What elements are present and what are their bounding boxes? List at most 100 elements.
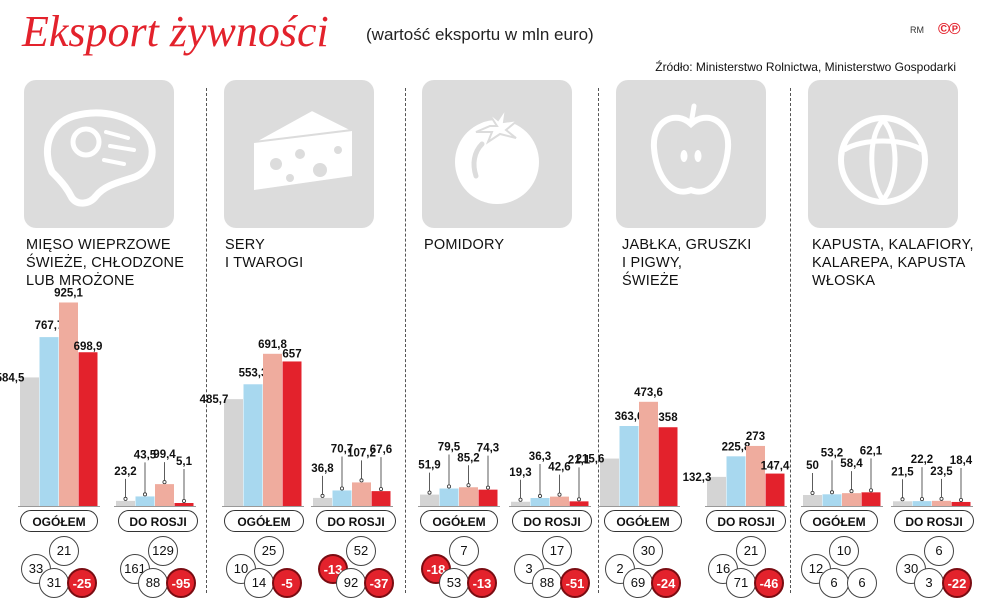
data-label: 5,1 [176,456,193,468]
bar [174,503,194,506]
group-label: OGÓŁEM [604,510,682,532]
data-label: 74,3 [477,443,499,455]
data-label: 36,3 [529,451,551,463]
change-percent-badge: 92 [336,568,366,598]
change-percent-badge: -25 [67,568,97,598]
label-dot [849,489,854,494]
data-label: 22,2 [911,454,933,466]
change-percent-badge: -46 [754,568,784,598]
change-percent-badge: 6 [819,568,849,598]
data-label: 691,8 [258,339,287,351]
bar [511,501,530,506]
bar [78,352,98,506]
group-label: DO ROSJI [706,510,786,532]
panel-separator [790,88,791,593]
change-percent-badge: 10 [829,536,859,566]
data-label: 107,2 [347,447,376,459]
group-label: OGÓŁEM [800,510,878,532]
data-label: 767,7 [35,320,64,332]
bar [707,476,726,506]
change-percent-badge: 129 [148,536,178,566]
bar [822,494,842,506]
change-percent-badge: 3 [914,568,944,598]
change-percent-badge: 7 [449,536,479,566]
label-dot [869,488,874,493]
bar [639,401,658,506]
panel-title-cheese: SERY I TWAROGI [225,237,304,271]
data-label: 225,8 [722,441,751,453]
label-dot [378,487,383,492]
bar [155,484,174,506]
change-percent-badge: 53 [439,568,469,598]
change-percent-badge: 6 [924,536,954,566]
bar [243,384,263,506]
label-dot [339,486,344,491]
bar [116,500,135,506]
change-percent-badge: -13 [467,568,497,598]
group-label: OGÓŁEM [420,510,498,532]
data-label: 70,7 [331,443,353,455]
data-label: 99,4 [153,449,176,461]
label-dot [466,483,471,488]
bar [569,501,589,506]
change-percent-badge: -95 [166,568,196,598]
data-label: 147,4 [761,461,790,473]
bar [658,427,678,506]
change-percent-badge: -37 [364,568,394,598]
change-percent-badge: 10 [226,554,256,584]
data-label: 53,2 [821,447,843,459]
panel-title-apples: JABŁKA, GRUSZKI I PIGWY, ŚWIEŻE [622,237,752,289]
bar [282,361,302,506]
bar [459,487,478,506]
bar [746,445,765,506]
bar [600,458,619,506]
data-label: 43,5 [134,449,157,461]
bar [59,302,78,506]
change-percent-badge: 31 [39,568,69,598]
group-label: DO ROSJI [512,510,592,532]
data-label: 23,2 [114,466,136,478]
label-dot [427,490,432,495]
bar [135,496,155,506]
change-percent-badge: 88 [532,568,562,598]
change-percent-badge: 52 [346,536,376,566]
data-label: 51,9 [418,460,440,472]
label-dot [142,492,147,497]
data-label: 553,3 [239,367,268,379]
panel-separator [206,88,207,593]
panel-separator [405,88,406,593]
label-dot [557,492,562,497]
panel-title-tomatoes: POMIDORY [424,237,505,253]
data-label: 21,5 [891,466,914,478]
bar [550,496,569,506]
change-percent-badge: 21 [49,536,79,566]
change-percent-badge: 25 [254,536,284,566]
data-label: 67,6 [370,444,392,456]
data-label: 698,9 [74,341,103,353]
panel-title-cabbage: KAPUSTA, KALAFIORY, KALAREPA, KAPUSTA WŁ… [812,237,974,289]
bar [765,473,785,506]
group-label: DO ROSJI [894,510,974,532]
change-percent-badge: 14 [244,568,274,598]
label-dot [518,497,523,502]
data-label: 215,6 [576,454,605,466]
bar [224,399,243,506]
label-dot [577,497,582,502]
bar [951,501,971,506]
bar [20,377,39,506]
data-label: 36,8 [311,463,334,475]
data-label: 79,5 [438,442,461,454]
chart-subtitle: (wartość eksportu w mln euro) [366,25,594,44]
data-label: 50 [806,460,819,472]
label-dot [939,496,944,501]
label-dot [181,498,186,503]
label-dot [485,485,490,490]
bar [352,482,371,506]
source-note: Źródło: Ministerstwo Rolnictwa, Minister… [655,60,956,74]
label-dot [830,490,835,495]
bar [619,426,639,506]
bar [439,488,459,506]
label-dot [810,490,815,495]
label-dot [538,494,543,499]
